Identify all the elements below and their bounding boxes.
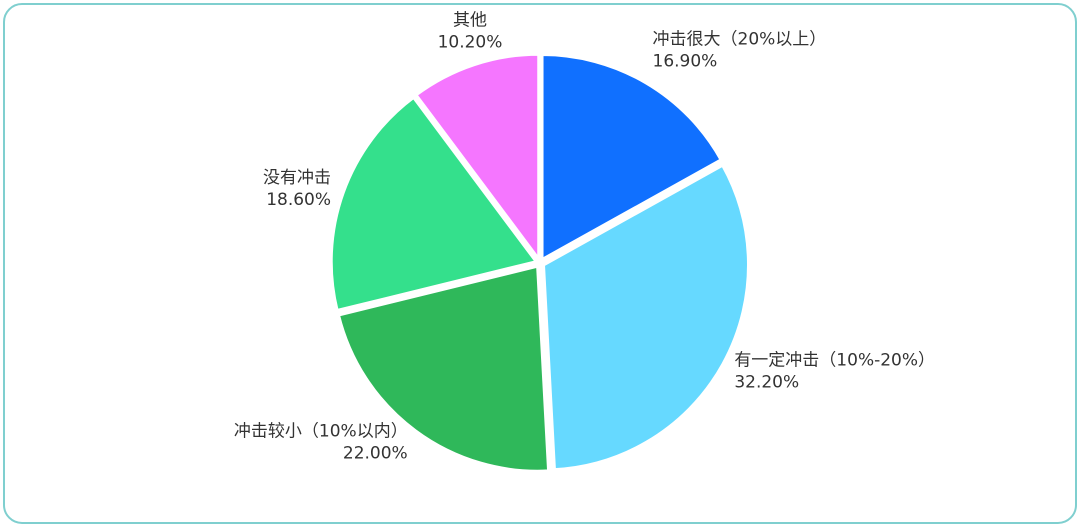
slice-label: 其他 <box>453 10 487 30</box>
slice-label: 冲击较小（10%以内） <box>234 421 408 441</box>
pie-slice <box>336 264 551 473</box>
pie-slice <box>541 163 750 472</box>
slice-value-label: 16.90% <box>653 52 718 72</box>
slice-value-label: 22.00% <box>343 443 408 463</box>
slice-value-label: 18.60% <box>266 190 331 210</box>
slice-label: 冲击很大（20%以上） <box>653 30 827 50</box>
slice-label: 有一定冲击（10%-20%） <box>734 350 935 370</box>
pie-slice <box>540 53 724 263</box>
frame <box>3 3 1077 524</box>
pie-slice <box>329 95 539 313</box>
pie-slice <box>413 52 541 264</box>
slice-label: 没有冲击 <box>263 168 331 188</box>
slice-value-label: 10.20% <box>438 32 503 52</box>
slice-value-label: 32.20% <box>734 372 799 392</box>
